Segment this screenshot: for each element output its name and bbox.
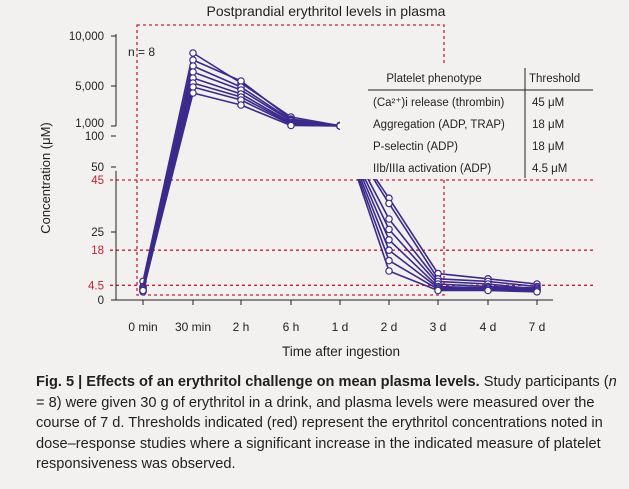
series-8-point-1 (139, 286, 147, 295)
table-cell-phenotype-4: IIb/IIIa activation (ADP) (373, 163, 491, 175)
y-tick-label-upper-2: 10,000 (69, 31, 104, 43)
series-7-segment-3 (240, 99, 292, 126)
x-tick-label-6: 3 d (430, 320, 447, 334)
series-1-segment-8 (487, 278, 538, 285)
caption-n-symbol: n (608, 374, 617, 390)
x-tick-label-2: 2 h (233, 320, 250, 334)
chart-title: Postprandial erythritol levels in plasma (207, 3, 446, 19)
series-2-segment-3 (240, 80, 292, 120)
table-header-phenotype: Platelet phenotype (386, 73, 481, 85)
caption-lead: Fig. 5 | Effects of an erythritol challe… (36, 374, 480, 390)
series-8-point-9 (533, 287, 541, 296)
series-5-segment-7 (437, 285, 489, 289)
series-8-segment-2 (192, 92, 242, 106)
series-5-segment-2 (192, 77, 242, 95)
series-2-segment-2 (192, 59, 242, 82)
table-cell-phenotype-2: Aggregation (ADP, TRAP) (373, 119, 505, 131)
series-2-segment-7 (437, 278, 489, 283)
series-8-point-3 (237, 101, 245, 109)
table-cell-phenotype-3: P-selectin (ADP) (373, 141, 458, 153)
table-header-threshold: Threshold (529, 73, 580, 85)
x-tick-label-0: 0 min (128, 320, 157, 334)
x-tick-label-3: 6 h (283, 320, 300, 334)
caption-text-2: = 8) were given 30 g of erythritol in a … (36, 394, 603, 473)
chart: Postprandial erythritol levels in plasma… (38, 3, 594, 359)
series-8-point-4 (287, 121, 295, 130)
figure-caption: Fig. 5 | Effects of an erythritol challe… (36, 372, 621, 475)
series-4-segment-8 (487, 285, 538, 289)
x-tick-label-8: 7 d (529, 320, 546, 334)
y-tick-label-lower-0: 0 (98, 295, 104, 307)
y-tick-label-lower-2: 50 (91, 162, 104, 174)
x-tick-label-1: 30 min (175, 320, 211, 334)
series-8-segment-1 (142, 92, 194, 291)
series-7-segment-8 (487, 288, 538, 292)
series-7-segment-6 (388, 259, 439, 290)
table-cell-threshold-1: 45 μM (532, 97, 564, 109)
series-6-segment-6 (388, 249, 439, 289)
threshold-table: Platelet phenotype Threshold (Ca²⁺)i rel… (340, 66, 594, 179)
x-tick-label-7: 4 d (480, 320, 497, 334)
series-8-point-6 (385, 267, 393, 275)
series-4-segment-6 (388, 228, 439, 285)
series-4-segment-7 (437, 283, 489, 288)
threshold-tick-label-2: 18 (91, 245, 104, 257)
series-8-point-8 (484, 286, 492, 295)
series-3-segment-7 (437, 280, 489, 285)
table-background (340, 66, 594, 179)
y-tick-label-lower-1: 25 (91, 227, 104, 239)
threshold-lines: 45 18 4.5 (88, 175, 593, 292)
caption-text-1: Study participants ( (479, 374, 609, 390)
series-1-point-2 (189, 49, 197, 57)
table-cell-threshold-3: 18 μM (532, 141, 564, 153)
series-2-point-6 (385, 199, 393, 208)
table-cell-phenotype-1: (Ca²⁺)i release (thrombin) (373, 97, 504, 109)
series-4-point-6 (385, 225, 393, 234)
axes: 1,000 5,000 10,000 0 25 50 100 0 min 30 min 2 h 6 … (69, 31, 553, 334)
series-4-segment-3 (240, 89, 292, 122)
series-3-segment-3 (240, 86, 292, 121)
series-5-segment-3 (240, 93, 292, 124)
table-cell-threshold-4: 4.5 μM (532, 163, 567, 175)
series-2-segment-6 (388, 202, 439, 280)
table-cell-threshold-2: 18 μM (532, 119, 564, 131)
series-3-point-6 (385, 215, 393, 223)
series-1-segment-6 (388, 197, 439, 275)
series-7-segment-2 (192, 86, 242, 101)
series-5-segment-6 (388, 239, 439, 288)
series-1-segment-7 (437, 272, 489, 280)
x-tick-label-5: 2 d (381, 320, 398, 334)
y-tick-label-upper-0: 1,000 (75, 118, 104, 130)
series-8-segment-8 (487, 289, 538, 293)
x-axis-label: Time after ingestion (282, 344, 400, 359)
series-6-segment-2 (192, 82, 242, 98)
y-axis-label: Concentration (μM) (38, 122, 53, 234)
series-1-segment-1 (142, 52, 194, 282)
series-2-segment-8 (487, 280, 538, 288)
series-8-segment-3 (240, 104, 292, 127)
threshold-tick-label-1: 45 (91, 175, 104, 187)
series-8-point-2 (189, 89, 197, 97)
threshold-tick-label-3: 4.5 (88, 280, 104, 292)
series-5-point-6 (385, 236, 393, 244)
y-tick-label-upper-1: 5,000 (75, 81, 104, 93)
series-8-segment-4 (290, 124, 341, 127)
series-3-segment-2 (192, 65, 242, 88)
x-tick-label-4: 1 d (332, 320, 349, 334)
series-3-segment-6 (388, 218, 439, 282)
y-tick-label-lower-3: 100 (85, 131, 104, 143)
series-6-segment-3 (240, 96, 292, 125)
series-4-segment-2 (192, 71, 242, 91)
series-5-segment-8 (487, 287, 538, 290)
n-annotation: n = 8 (128, 45, 155, 59)
series-8-segment-6 (388, 270, 439, 292)
series-8-point-7 (434, 286, 442, 295)
